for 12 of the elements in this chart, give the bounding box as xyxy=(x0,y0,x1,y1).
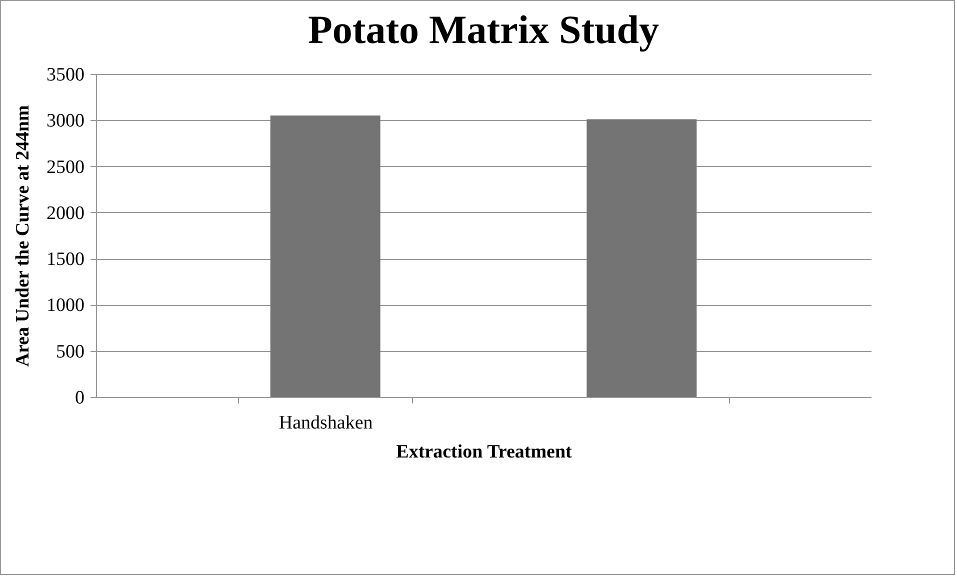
y-tick-label: 1500 xyxy=(46,249,84,270)
y-tick-label: 3000 xyxy=(46,110,84,132)
y-tick-label: 3500 xyxy=(46,64,84,86)
x-axis-title: Extraction Treatment xyxy=(396,442,573,462)
y-tick-label: 0 xyxy=(75,388,84,408)
y-tick-label: 2500 xyxy=(46,156,84,178)
y-tick-label: 1000 xyxy=(46,295,84,316)
y-tick-label: 2000 xyxy=(46,202,84,224)
chart-title: Potato Matrix Study xyxy=(308,7,660,52)
y-axis-title: Area Under the Curve at 244nm xyxy=(12,105,34,367)
y-tick-label: 500 xyxy=(56,341,84,362)
x-tick-label: Handshaken xyxy=(278,412,374,434)
